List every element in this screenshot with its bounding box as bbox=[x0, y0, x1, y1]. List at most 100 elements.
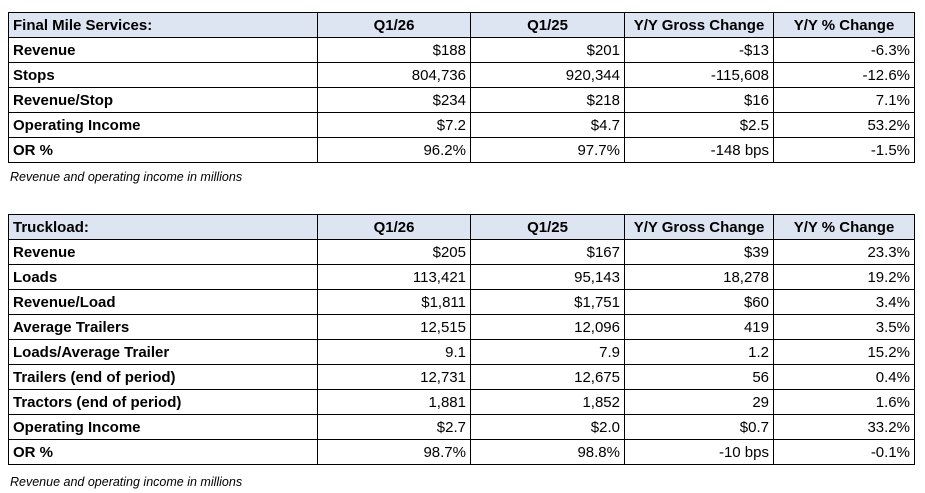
col-header-q1-25: Q1/25 bbox=[470, 12, 625, 38]
cell-gross-change: 29 bbox=[624, 389, 774, 415]
table-row: Operating Income $7.2 $4.7 $2.5 53.2% bbox=[8, 112, 915, 138]
cell-pct-change: 3.5% bbox=[773, 314, 915, 340]
cell-gross-change: 56 bbox=[624, 364, 774, 390]
cell-gross-change: $2.5 bbox=[624, 112, 774, 138]
cell-q1-25: $2.0 bbox=[470, 414, 625, 440]
table-row: Trailers (end of period) 12,731 12,675 5… bbox=[8, 364, 915, 390]
cell-gross-change: -115,608 bbox=[624, 62, 774, 88]
cell-pct-change: 33.2% bbox=[773, 414, 915, 440]
header-row: Final Mile Services: Q1/26 Q1/25 Y/Y Gro… bbox=[8, 12, 915, 38]
final-mile-footnote: Revenue and operating income in millions bbox=[10, 170, 243, 184]
section-title: Final Mile Services: bbox=[8, 12, 318, 38]
cell-pct-change: 53.2% bbox=[773, 112, 915, 138]
cell-q1-26: $7.2 bbox=[317, 112, 471, 138]
cell-q1-26: 12,731 bbox=[317, 364, 471, 390]
cell-pct-change: 1.6% bbox=[773, 389, 915, 415]
row-label: Trailers (end of period) bbox=[8, 364, 318, 390]
cell-pct-change: -12.6% bbox=[773, 62, 915, 88]
cell-pct-change: 23.3% bbox=[773, 239, 915, 265]
cell-q1-25: 12,675 bbox=[470, 364, 625, 390]
row-label: Loads bbox=[8, 264, 318, 290]
cell-gross-change: $60 bbox=[624, 289, 774, 315]
cell-q1-25: $4.7 bbox=[470, 112, 625, 138]
cell-q1-26: $2.7 bbox=[317, 414, 471, 440]
cell-q1-26: 1,881 bbox=[317, 389, 471, 415]
cell-q1-26: 9.1 bbox=[317, 339, 471, 365]
col-header-yy-gross-change: Y/Y Gross Change bbox=[624, 214, 774, 240]
cell-q1-25: 920,344 bbox=[470, 62, 625, 88]
cell-pct-change: 7.1% bbox=[773, 87, 915, 113]
cell-gross-change: 1.2 bbox=[624, 339, 774, 365]
cell-q1-25: 1,852 bbox=[470, 389, 625, 415]
table-row: Average Trailers 12,515 12,096 419 3.5% bbox=[8, 314, 915, 340]
row-label: Revenue/Load bbox=[8, 289, 318, 315]
row-label: OR % bbox=[8, 439, 318, 465]
cell-q1-26: 113,421 bbox=[317, 264, 471, 290]
cell-pct-change: 3.4% bbox=[773, 289, 915, 315]
row-label: OR % bbox=[8, 137, 318, 163]
row-label: Average Trailers bbox=[8, 314, 318, 340]
final-mile-header: Final Mile Services: Q1/26 Q1/25 Y/Y Gro… bbox=[8, 12, 915, 38]
table-row: Revenue $188 $201 -$13 -6.3% bbox=[8, 37, 915, 63]
row-label: Loads/Average Trailer bbox=[8, 339, 318, 365]
header-row: Truckload: Q1/26 Q1/25 Y/Y Gross Change … bbox=[8, 214, 915, 240]
truckload-footnote: Revenue and operating income in millions bbox=[10, 475, 243, 489]
cell-q1-25: 95,143 bbox=[470, 264, 625, 290]
cell-q1-25: 7.9 bbox=[470, 339, 625, 365]
cell-pct-change: 19.2% bbox=[773, 264, 915, 290]
row-label: Stops bbox=[8, 62, 318, 88]
cell-q1-25: $218 bbox=[470, 87, 625, 113]
table-row: Loads 113,421 95,143 18,278 19.2% bbox=[8, 264, 915, 290]
table-row: Revenue/Load $1,811 $1,751 $60 3.4% bbox=[8, 289, 915, 315]
cell-q1-26: 12,515 bbox=[317, 314, 471, 340]
cell-gross-change: 18,278 bbox=[624, 264, 774, 290]
cell-gross-change: 419 bbox=[624, 314, 774, 340]
cell-q1-26: 804,736 bbox=[317, 62, 471, 88]
table-row: Stops 804,736 920,344 -115,608 -12.6% bbox=[8, 62, 915, 88]
row-label: Operating Income bbox=[8, 414, 318, 440]
cell-q1-25: $167 bbox=[470, 239, 625, 265]
row-label: Tractors (end of period) bbox=[8, 389, 318, 415]
table-row: Revenue/Stop $234 $218 $16 7.1% bbox=[8, 87, 915, 113]
cell-q1-26: $1,811 bbox=[317, 289, 471, 315]
col-header-q1-25: Q1/25 bbox=[470, 214, 625, 240]
cell-pct-change: 0.4% bbox=[773, 364, 915, 390]
cell-pct-change: -0.1% bbox=[773, 439, 915, 465]
cell-pct-change: -1.5% bbox=[773, 137, 915, 163]
col-header-yy-pct-change: Y/Y % Change bbox=[773, 214, 915, 240]
final-mile-table: Final Mile Services: Q1/26 Q1/25 Y/Y Gro… bbox=[8, 12, 915, 163]
cell-q1-26: $188 bbox=[317, 37, 471, 63]
cell-gross-change: -$13 bbox=[624, 37, 774, 63]
table-row: OR % 98.7% 98.8% -10 bps -0.1% bbox=[8, 439, 915, 465]
row-label: Revenue bbox=[8, 239, 318, 265]
cell-q1-26: 98.7% bbox=[317, 439, 471, 465]
col-header-q1-26: Q1/26 bbox=[317, 12, 471, 38]
cell-pct-change: 15.2% bbox=[773, 339, 915, 365]
truckload-header: Truckload: Q1/26 Q1/25 Y/Y Gross Change … bbox=[8, 214, 915, 240]
table-row: Tractors (end of period) 1,881 1,852 29 … bbox=[8, 389, 915, 415]
table-row: Revenue $205 $167 $39 23.3% bbox=[8, 239, 915, 265]
cell-q1-25: 12,096 bbox=[470, 314, 625, 340]
col-header-yy-gross-change: Y/Y Gross Change bbox=[624, 12, 774, 38]
cell-q1-25: 97.7% bbox=[470, 137, 625, 163]
cell-pct-change: -6.3% bbox=[773, 37, 915, 63]
row-label: Revenue bbox=[8, 37, 318, 63]
cell-q1-26: 96.2% bbox=[317, 137, 471, 163]
cell-q1-25: 98.8% bbox=[470, 439, 625, 465]
col-header-yy-pct-change: Y/Y % Change bbox=[773, 12, 915, 38]
table-row: Loads/Average Trailer 9.1 7.9 1.2 15.2% bbox=[8, 339, 915, 365]
table-row: OR % 96.2% 97.7% -148 bps -1.5% bbox=[8, 137, 915, 163]
cell-gross-change: $16 bbox=[624, 87, 774, 113]
cell-gross-change: -148 bps bbox=[624, 137, 774, 163]
cell-q1-25: $201 bbox=[470, 37, 625, 63]
truckload-table: Truckload: Q1/26 Q1/25 Y/Y Gross Change … bbox=[8, 214, 915, 465]
cell-gross-change: $0.7 bbox=[624, 414, 774, 440]
section-title: Truckload: bbox=[8, 214, 318, 240]
row-label: Revenue/Stop bbox=[8, 87, 318, 113]
cell-q1-25: $1,751 bbox=[470, 289, 625, 315]
cell-q1-26: $234 bbox=[317, 87, 471, 113]
row-label: Operating Income bbox=[8, 112, 318, 138]
cell-gross-change: -10 bps bbox=[624, 439, 774, 465]
col-header-q1-26: Q1/26 bbox=[317, 214, 471, 240]
table-row: Operating Income $2.7 $2.0 $0.7 33.2% bbox=[8, 414, 915, 440]
